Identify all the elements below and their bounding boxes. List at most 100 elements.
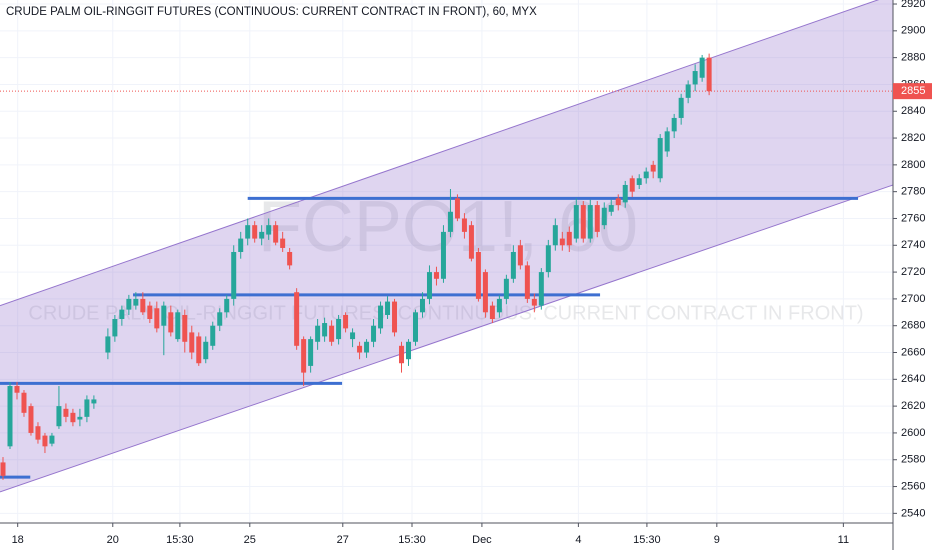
candle-body — [594, 205, 600, 232]
candle-body — [294, 292, 300, 346]
candle-body — [238, 238, 244, 252]
x-tick-label: 4 — [575, 534, 581, 546]
candle-body — [357, 345, 363, 353]
y-tick-label: 2600 — [901, 427, 925, 439]
candle-body — [147, 305, 153, 320]
x-tick-label: 9 — [714, 534, 720, 546]
candle-body — [406, 341, 412, 360]
candle-body — [587, 205, 593, 239]
candle-body — [343, 314, 349, 329]
candle-body — [336, 319, 342, 340]
candle-body — [671, 117, 677, 132]
candle-body — [461, 218, 467, 232]
candle-body — [217, 312, 223, 326]
candle-body — [538, 272, 544, 306]
x-tick-label: 27 — [337, 534, 349, 546]
candle-body — [196, 336, 202, 364]
candle-body — [489, 305, 495, 320]
candle-body — [203, 341, 209, 360]
candle-body — [615, 198, 621, 206]
candle-body — [49, 435, 55, 444]
x-tick-label: 20 — [107, 534, 119, 546]
candle-body — [412, 312, 418, 342]
channel-line — [0, 184, 894, 493]
chart-title: CRUDE PALM OIL-RINGGIT FUTURES (CONTINUO… — [6, 6, 537, 18]
candle-body — [252, 225, 258, 239]
candle-body — [643, 171, 649, 179]
candle-body — [77, 416, 83, 420]
y-tick-label: 2580 — [901, 454, 925, 466]
candle-body — [650, 164, 656, 172]
candle-body — [210, 325, 216, 346]
candle-body — [140, 298, 146, 313]
y-tick-label: 2700 — [901, 293, 925, 305]
x-tick-label: 25 — [244, 534, 256, 546]
y-tick-label: 2720 — [901, 266, 925, 278]
candle-body — [56, 406, 62, 427]
candle-body — [517, 245, 523, 266]
plot-area — [0, 0, 893, 523]
candle-body — [399, 345, 405, 364]
last-price-box — [893, 83, 932, 100]
y-tick-label: 2900 — [901, 25, 925, 37]
candle-body — [7, 386, 13, 447]
candle-body — [70, 412, 76, 423]
candle-body — [231, 251, 237, 299]
candle-body — [273, 225, 279, 243]
candle-body — [392, 301, 398, 333]
candle-body — [105, 336, 111, 353]
candle-body — [475, 251, 481, 299]
candle-body — [35, 426, 41, 440]
y-tick-label: 2780 — [901, 186, 925, 198]
y-tick-label: 2920 — [901, 0, 925, 10]
candle-body — [552, 225, 558, 246]
last-price-label: 2855 — [901, 85, 925, 97]
candle-body — [308, 339, 314, 366]
candle-body — [482, 272, 488, 313]
candle-body — [636, 178, 642, 185]
candle-body — [42, 435, 48, 447]
candle-body — [63, 408, 69, 417]
candle-body — [189, 332, 195, 353]
y-tick-label: 2540 — [901, 507, 925, 519]
candle-body — [21, 392, 27, 413]
candle-body — [440, 231, 446, 279]
candle-body — [119, 309, 125, 320]
candle-body — [468, 225, 474, 259]
candle-body — [168, 312, 174, 333]
candle-body — [601, 207, 607, 226]
y-tick-label: 2800 — [901, 159, 925, 171]
candle-body — [378, 305, 384, 329]
candle-body — [566, 231, 572, 246]
candle-body — [364, 341, 370, 353]
candle-body — [629, 178, 635, 192]
candle-body — [580, 205, 586, 239]
x-tick-label: 18 — [12, 534, 24, 546]
y-tick-label: 2620 — [901, 400, 925, 412]
candle-body — [657, 138, 663, 179]
candle-body — [531, 298, 537, 306]
candle-body — [447, 211, 453, 232]
y-tick-label: 2840 — [901, 105, 925, 117]
candle-body — [126, 298, 132, 310]
candle-body — [224, 298, 230, 313]
candle-body — [14, 386, 20, 393]
candle-body — [685, 84, 691, 98]
candle-body — [301, 339, 307, 373]
candle-body — [385, 301, 391, 315]
candle-body — [678, 97, 684, 118]
candle-body — [559, 238, 565, 246]
candle-body — [182, 314, 188, 342]
candle-body — [175, 312, 181, 340]
candle-body — [266, 225, 272, 235]
candle-body — [350, 332, 356, 340]
candle-body — [371, 325, 377, 342]
candle-body — [510, 251, 516, 279]
channel-fill — [0, 0, 893, 492]
candle-body — [287, 251, 293, 266]
candle-body — [245, 225, 251, 239]
y-tick-label: 2640 — [901, 373, 925, 385]
candle-body — [692, 71, 698, 85]
x-tick-label: 15:30 — [166, 534, 194, 546]
